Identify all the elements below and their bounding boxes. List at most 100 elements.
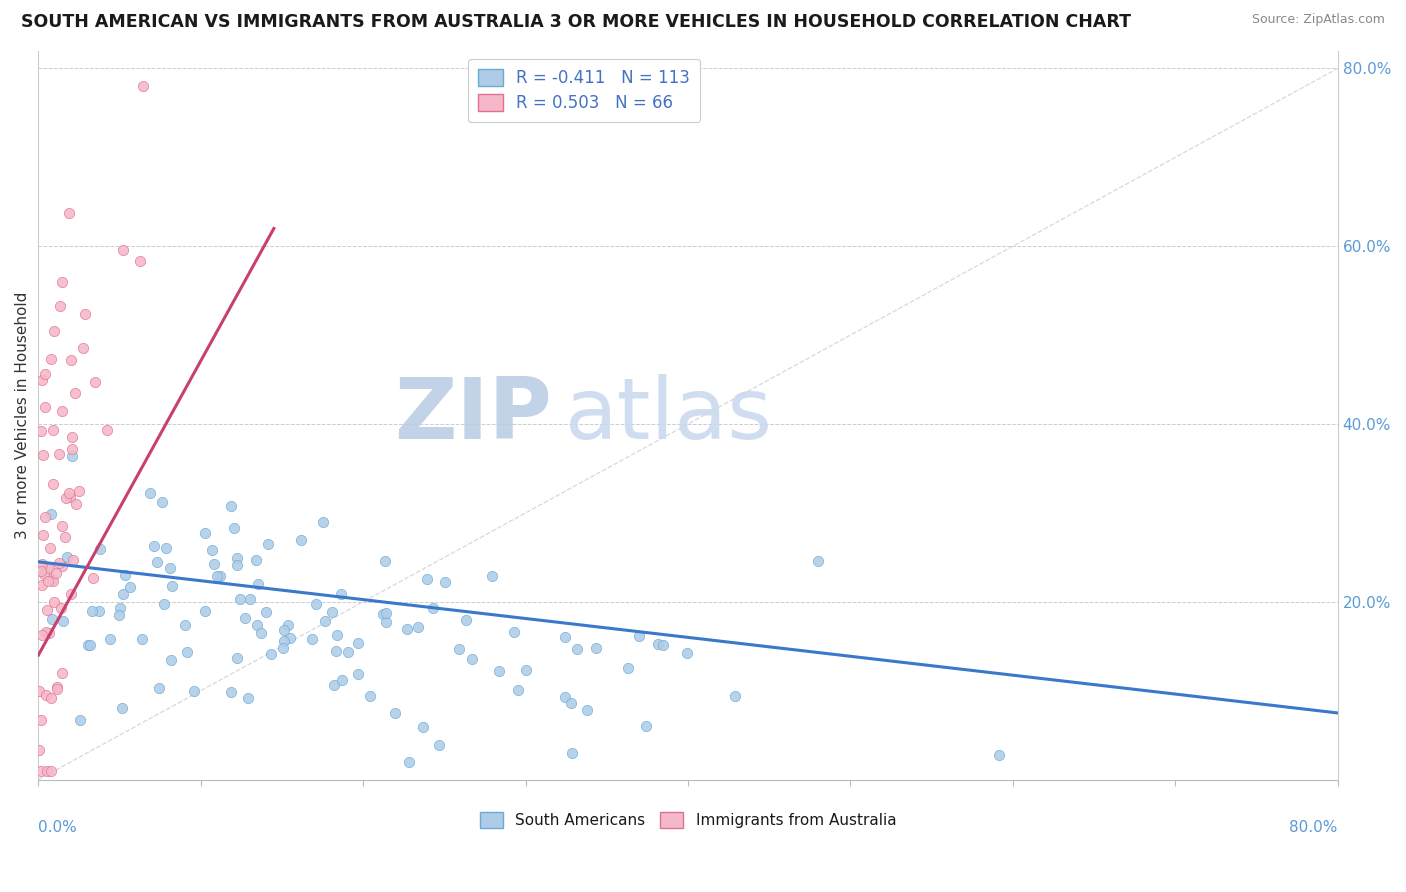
Point bbox=[325, 643, 347, 657]
Point bbox=[374, 554, 396, 568]
Point bbox=[80, 604, 103, 618]
Point bbox=[219, 499, 242, 513]
Point bbox=[51, 614, 73, 628]
Point bbox=[290, 533, 312, 547]
Point bbox=[205, 569, 228, 583]
Point bbox=[506, 682, 529, 697]
Point bbox=[62, 553, 84, 567]
Y-axis label: 3 or more Vehicles in Household: 3 or more Vehicles in Household bbox=[15, 292, 30, 539]
Point bbox=[42, 325, 65, 339]
Point bbox=[77, 639, 100, 653]
Point bbox=[59, 587, 82, 601]
Point bbox=[31, 578, 53, 592]
Point bbox=[31, 558, 53, 572]
Point bbox=[488, 664, 510, 678]
Point bbox=[128, 253, 150, 268]
Point bbox=[481, 569, 503, 583]
Point bbox=[35, 603, 58, 617]
Point bbox=[202, 557, 225, 571]
Point bbox=[32, 566, 55, 581]
Point bbox=[326, 628, 349, 642]
Point bbox=[59, 352, 82, 367]
Point bbox=[131, 632, 153, 647]
Point bbox=[359, 690, 381, 704]
Point bbox=[35, 624, 58, 639]
Point bbox=[48, 446, 70, 460]
Point bbox=[60, 442, 83, 457]
Point bbox=[323, 678, 346, 692]
Point bbox=[554, 690, 576, 704]
Point bbox=[503, 624, 526, 639]
Point bbox=[636, 719, 658, 733]
Point bbox=[42, 423, 65, 437]
Point bbox=[37, 559, 59, 574]
Point bbox=[46, 682, 69, 697]
Point bbox=[229, 591, 252, 606]
Point bbox=[35, 688, 58, 702]
Point bbox=[422, 601, 444, 615]
Point bbox=[46, 680, 69, 694]
Point bbox=[41, 573, 63, 587]
Point bbox=[616, 661, 638, 675]
Point bbox=[375, 615, 398, 630]
Point bbox=[271, 641, 294, 656]
Point bbox=[160, 653, 183, 667]
Point bbox=[30, 564, 52, 578]
Point bbox=[347, 635, 370, 649]
Point bbox=[63, 385, 86, 400]
Point bbox=[247, 577, 270, 591]
Point bbox=[49, 299, 72, 313]
Point bbox=[406, 620, 429, 634]
Point bbox=[146, 555, 169, 569]
Point bbox=[246, 618, 269, 632]
Text: 0.0%: 0.0% bbox=[38, 820, 77, 835]
Point bbox=[143, 540, 166, 554]
Point bbox=[58, 206, 80, 220]
Point bbox=[561, 746, 583, 760]
Point bbox=[560, 696, 582, 710]
Point bbox=[31, 628, 53, 642]
Point bbox=[461, 652, 484, 666]
Point bbox=[96, 423, 118, 437]
Point bbox=[39, 508, 62, 522]
Point bbox=[82, 571, 104, 585]
Point bbox=[807, 554, 830, 568]
Point bbox=[41, 612, 63, 626]
Point bbox=[31, 374, 53, 388]
Point bbox=[416, 573, 439, 587]
Point bbox=[305, 597, 328, 611]
Point bbox=[37, 574, 59, 589]
Point bbox=[120, 580, 142, 594]
Point bbox=[44, 595, 66, 609]
Point bbox=[176, 645, 198, 659]
Point bbox=[38, 561, 60, 575]
Point bbox=[42, 574, 65, 588]
Point bbox=[628, 629, 651, 643]
Point bbox=[724, 689, 747, 703]
Point bbox=[183, 683, 205, 698]
Point bbox=[647, 637, 669, 651]
Point bbox=[39, 690, 62, 705]
Point bbox=[111, 701, 134, 715]
Point bbox=[245, 553, 267, 567]
Point bbox=[84, 375, 107, 389]
Point bbox=[51, 558, 73, 573]
Point bbox=[222, 520, 245, 534]
Point bbox=[273, 634, 295, 648]
Point bbox=[226, 558, 249, 572]
Point bbox=[194, 604, 217, 618]
Point bbox=[58, 485, 80, 500]
Point bbox=[28, 742, 51, 756]
Point bbox=[226, 550, 249, 565]
Point bbox=[39, 541, 62, 555]
Point bbox=[226, 650, 249, 665]
Point bbox=[347, 666, 370, 681]
Point bbox=[67, 483, 90, 498]
Point bbox=[254, 605, 277, 619]
Point bbox=[73, 307, 96, 321]
Point bbox=[37, 764, 59, 778]
Point bbox=[34, 400, 56, 414]
Point bbox=[32, 448, 55, 462]
Point bbox=[651, 638, 673, 652]
Point bbox=[51, 404, 73, 418]
